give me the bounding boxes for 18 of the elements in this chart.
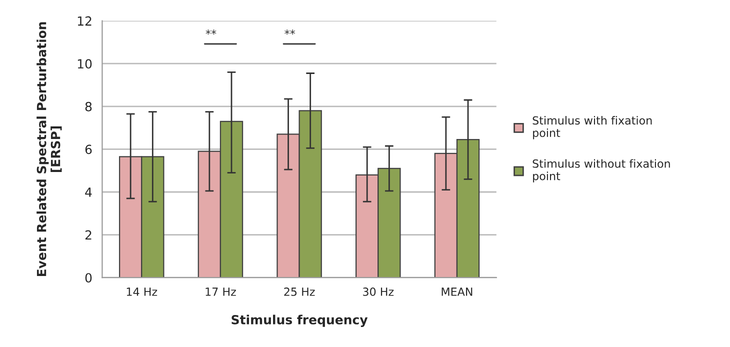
x-axis-title: Stimulus frequency bbox=[232, 314, 368, 327]
y-tick-label: 4 bbox=[85, 188, 92, 197]
y-tick-label: 10 bbox=[78, 59, 92, 69]
legend-label: Stimulus without fixation point bbox=[532, 159, 670, 182]
legend-label: Stimulus with fixation point bbox=[532, 116, 652, 140]
x-tick-label: 17 Hz bbox=[206, 288, 236, 296]
y-tick-label: 2 bbox=[85, 230, 92, 240]
annotation: ** bbox=[206, 30, 216, 35]
annotation: ** bbox=[284, 30, 296, 35]
y-tick-label: 6 bbox=[85, 144, 92, 154]
y-axis-title: Event Related Spectral Perturbation [ERSP] bbox=[36, 22, 62, 276]
y-tick-label: 12 bbox=[78, 16, 92, 26]
x-tick-label: 30 Hz bbox=[363, 288, 394, 296]
x-tick-label: 14 Hz bbox=[126, 288, 158, 296]
x-tick-label: MEAN bbox=[442, 288, 472, 296]
y-tick-label: 8 bbox=[85, 102, 92, 112]
y-tick-label: 0 bbox=[85, 273, 92, 283]
x-tick-label: 25 Hz bbox=[284, 288, 315, 296]
